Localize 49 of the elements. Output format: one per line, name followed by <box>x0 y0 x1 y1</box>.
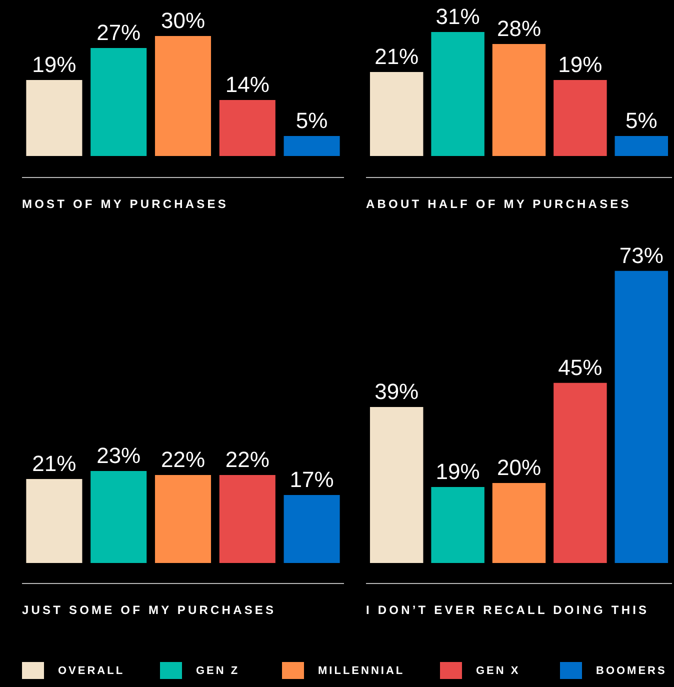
bar <box>284 494 340 563</box>
bar <box>492 482 546 563</box>
bar <box>154 474 212 563</box>
data-label: 45% <box>558 355 602 380</box>
bar <box>284 136 340 156</box>
data-label: 23% <box>96 443 141 468</box>
data-label: 73% <box>619 242 664 268</box>
legend-label: OVERALL <box>58 664 125 676</box>
bar <box>219 100 276 156</box>
bar <box>154 36 212 156</box>
data-label: 20% <box>496 455 542 480</box>
legend-label: MILLENNIAL <box>318 664 405 676</box>
data-label: 5% <box>626 108 658 134</box>
data-label: 19% <box>558 52 602 78</box>
data-label: 39% <box>374 379 419 404</box>
legend-label: GEN Z <box>196 664 240 676</box>
bar <box>554 80 607 156</box>
bar <box>554 382 607 563</box>
bar <box>431 32 484 156</box>
bar <box>614 270 668 563</box>
bar <box>219 474 276 563</box>
bar <box>492 44 546 156</box>
legend-label: GEN X <box>476 664 520 676</box>
x-axis-title: ABOUT HALF OF MY PURCHASES <box>366 197 632 211</box>
data-label: 19% <box>32 52 76 78</box>
data-label: 30% <box>160 8 206 34</box>
data-label: 28% <box>496 16 542 42</box>
bar <box>431 486 484 563</box>
data-label: 21% <box>374 44 419 70</box>
bar <box>370 406 424 563</box>
legend-label: BOOMERS <box>596 664 667 676</box>
data-label: 21% <box>32 451 76 476</box>
data-label: 19% <box>436 459 480 484</box>
data-label: 22% <box>225 447 270 472</box>
x-axis-title: JUST SOME OF MY PURCHASES <box>22 603 276 617</box>
data-label: 5% <box>296 108 328 134</box>
bar <box>90 48 147 156</box>
data-label: 22% <box>160 447 206 472</box>
data-label: 27% <box>96 20 141 46</box>
bar <box>90 470 147 563</box>
bar <box>26 478 82 563</box>
data-label: 14% <box>225 72 270 98</box>
x-axis-title: I DON’T EVER RECALL DOING THIS <box>366 603 650 617</box>
bar <box>26 80 82 156</box>
bar <box>614 136 668 156</box>
data-label: 31% <box>436 4 480 30</box>
x-axis-title: MOST OF MY PURCHASES <box>22 197 228 211</box>
bar <box>370 72 424 156</box>
data-label: 17% <box>290 467 334 492</box>
